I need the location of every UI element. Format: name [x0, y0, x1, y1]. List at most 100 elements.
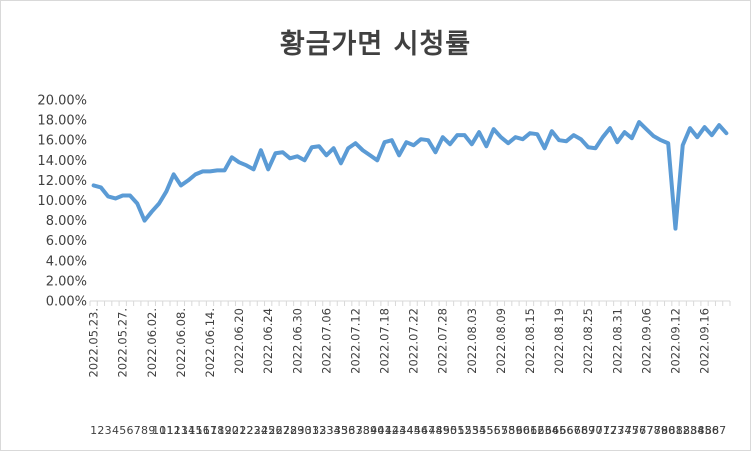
series-line [91, 120, 729, 231]
y-tick-label: 18.00% [37, 114, 87, 129]
x-index-label: 70 [588, 424, 602, 437]
x-date-label: 2022.07.18 [378, 308, 392, 374]
x-index-label: 59 [508, 424, 522, 437]
data-point [681, 143, 685, 147]
x-index-label: 14 [181, 424, 195, 437]
data-point [172, 172, 176, 176]
x-index-label: 50 [443, 424, 457, 437]
y-tick-label: 12.00% [37, 174, 87, 189]
x-index-label: 26 [268, 424, 282, 437]
x-index-label: 19 [218, 424, 232, 437]
y-tick-label: 14.00% [37, 154, 87, 169]
data-point [463, 133, 467, 137]
x-index-label: 77 [639, 424, 653, 437]
x-index-label: 7 [134, 424, 141, 437]
x-index-label: 68 [574, 424, 588, 437]
x-date-label: 2022.06.20 [232, 308, 246, 374]
x-index-label: 18 [210, 424, 224, 437]
x-index-label: 13 [174, 424, 188, 437]
data-point [557, 138, 561, 142]
x-index-label: 34 [327, 424, 341, 437]
x-index-label: 11 [159, 424, 173, 437]
data-point [455, 133, 459, 137]
data-point [644, 127, 648, 131]
data-point [281, 150, 285, 154]
data-point [484, 144, 488, 148]
data-point [179, 183, 183, 187]
data-point [303, 158, 307, 162]
data-point [288, 156, 292, 160]
data-point [106, 194, 110, 198]
data-point [710, 133, 714, 137]
x-index-label: 55 [479, 424, 493, 437]
x-date-label: 2022.08.31 [610, 308, 624, 374]
data-point [550, 129, 554, 133]
x-date-label: 2022.08.03 [465, 308, 479, 374]
x-index-label: 40 [370, 424, 384, 437]
data-point [608, 126, 612, 130]
x-index-label: 62 [530, 424, 544, 437]
x-index-label: 20 [225, 424, 239, 437]
data-point [383, 140, 387, 144]
data-point [521, 137, 525, 141]
data-point [528, 131, 532, 135]
data-point [601, 135, 605, 139]
data-point [506, 141, 510, 145]
x-index-label: 24 [254, 424, 268, 437]
y-tick-label: 2.00% [46, 274, 87, 289]
x-index-label: 49 [436, 424, 450, 437]
data-point [623, 130, 627, 134]
data-point [397, 153, 401, 157]
x-index-label: 56 [487, 424, 501, 437]
x-index-label: 69 [581, 424, 595, 437]
x-index-label: 80 [661, 424, 675, 437]
data-point [353, 141, 357, 145]
x-date-label: 2022.09.12 [668, 308, 682, 374]
data-point [724, 131, 728, 135]
data-point [666, 141, 670, 145]
x-index-label: 61 [523, 424, 537, 437]
x-index-label: 76 [632, 424, 646, 437]
x-index-label: 48 [428, 424, 442, 437]
y-tick-label: 0.00% [46, 295, 87, 310]
x-index-label: 43 [392, 424, 406, 437]
x-index-label: 33 [319, 424, 333, 437]
data-point [412, 143, 416, 147]
x-index-label: 37 [348, 424, 362, 437]
data-point [252, 167, 256, 171]
x-index-label: 32 [312, 424, 326, 437]
x-index-label: 2 [97, 424, 104, 437]
x-index-label: 27 [276, 424, 290, 437]
x-date-label: 2022.06.14. [203, 308, 217, 378]
data-point [477, 130, 481, 134]
x-date-label: 2022.09.16 [698, 308, 712, 374]
x-index-label: 63 [538, 424, 552, 437]
data-point [426, 138, 430, 142]
x-index-label: 29 [290, 424, 304, 437]
x-date-label: 2022.05.23. [87, 308, 101, 378]
x-index-label: 41 [378, 424, 392, 437]
data-point [324, 153, 328, 157]
data-point [128, 193, 132, 197]
data-point [230, 155, 234, 159]
x-index-label: 21 [232, 424, 246, 437]
x-date-label: 2022.06.24 [261, 308, 275, 374]
data-point [113, 196, 117, 200]
x-index-label: 12 [167, 424, 181, 437]
data-point [499, 135, 503, 139]
x-index-label: 54 [472, 424, 486, 437]
data-point [259, 148, 263, 152]
x-index-label: 75 [625, 424, 639, 437]
x-index-label: 84 [690, 424, 704, 437]
data-point [593, 146, 597, 150]
data-point [375, 158, 379, 162]
x-date-label: 2022.08.25 [581, 308, 595, 374]
data-point [339, 161, 343, 165]
data-point [201, 169, 205, 173]
data-point [215, 168, 219, 172]
x-index-label: 1 [90, 424, 97, 437]
x-index-label: 17 [203, 424, 217, 437]
x-index-label: 71 [596, 424, 610, 437]
data-point [630, 136, 634, 140]
